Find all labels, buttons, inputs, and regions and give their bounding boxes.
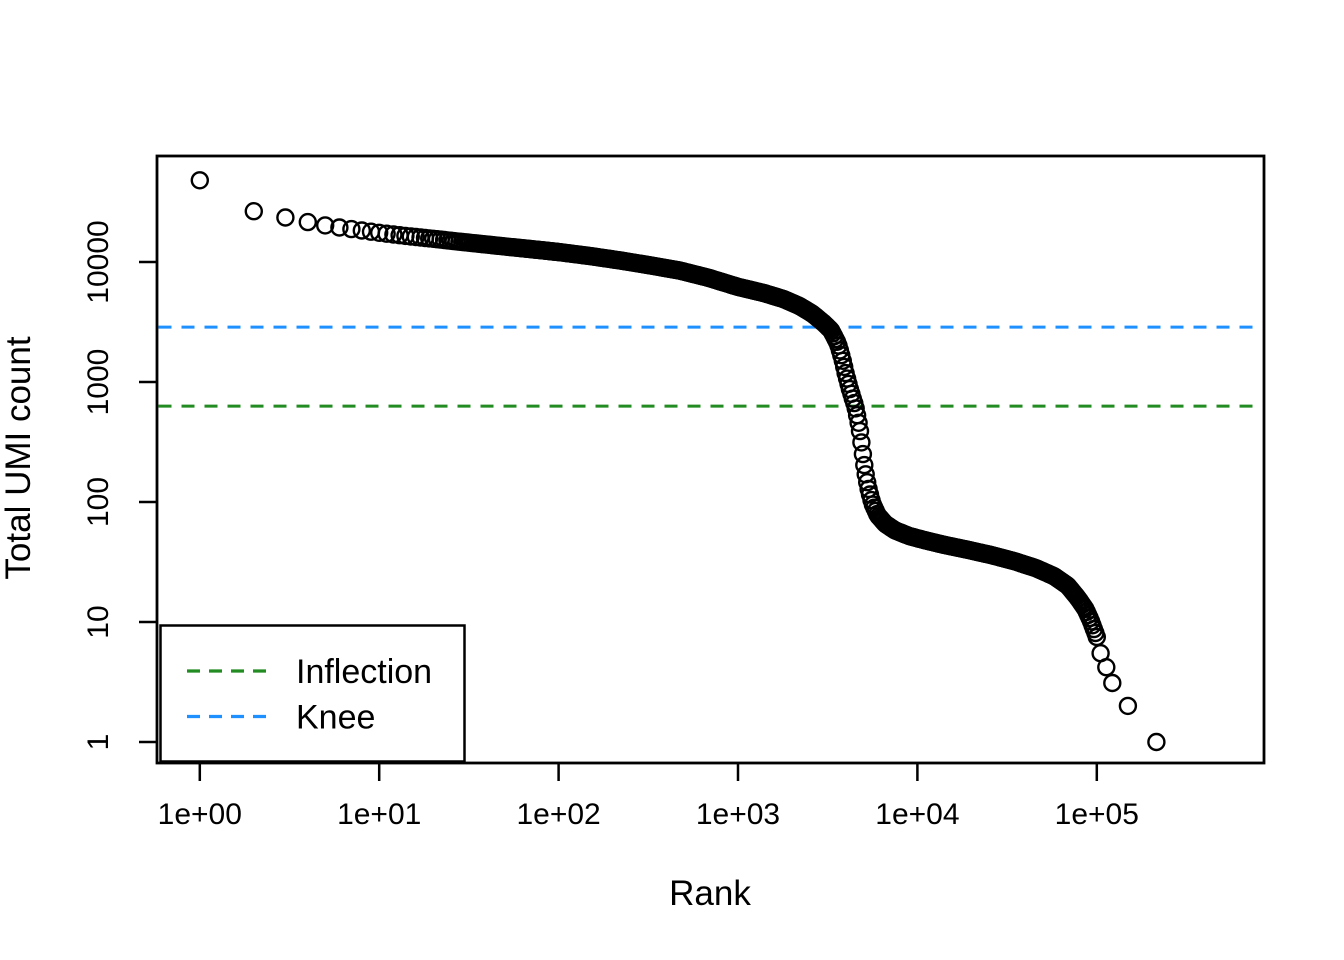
x-tick-label: 1e+00 [158, 798, 242, 831]
data-point [1103, 673, 1122, 693]
y-tick-label: 1000 [82, 349, 115, 416]
reference-lines [158, 325, 1263, 408]
data-point [377, 224, 396, 243]
data-points [190, 171, 1166, 752]
data-point [276, 208, 295, 227]
x-tick-label: 1e+03 [696, 798, 780, 831]
y-tick-label: 1 [82, 734, 115, 751]
data-point [1118, 696, 1138, 716]
data-point [316, 216, 335, 235]
data-point [852, 433, 871, 452]
x-tick-label: 1e+04 [875, 798, 959, 831]
x-tick-label: 1e+02 [516, 798, 600, 831]
x-tick-label: 1e+05 [1055, 798, 1139, 831]
data-point [370, 223, 389, 243]
data-point [850, 421, 870, 441]
data-point [853, 444, 873, 464]
x-tick-label: 1e+01 [337, 798, 421, 831]
data-point [1147, 732, 1166, 752]
y-tick-label: 100 [82, 477, 115, 527]
y-tick-label: 10000 [82, 220, 115, 303]
x-axis: 1e+00 1e+01 1e+02 1e+03 1e+04 1e+05 [158, 763, 1139, 831]
data-point [244, 201, 264, 221]
data-point [849, 413, 868, 432]
data-point [352, 221, 371, 240]
y-axis-title: Total UMI count [0, 336, 38, 579]
legend-label-knee: Knee [296, 699, 375, 737]
data-point [858, 473, 877, 492]
data-point [298, 212, 317, 232]
x-axis-title: Rank [669, 874, 751, 913]
legend-box [159, 624, 466, 763]
data-point [330, 218, 349, 237]
legend: Inflection Knee [159, 624, 466, 763]
data-point [342, 219, 361, 239]
y-tick-label: 10 [82, 605, 115, 638]
data-point [384, 225, 403, 244]
legend-label-inflection: Inflection [296, 653, 432, 691]
data-point [855, 455, 874, 475]
y-axis: 1 10 100 1000 10000 [82, 220, 157, 750]
plot-box [155, 154, 1266, 765]
data-point [1097, 658, 1116, 677]
data-point [190, 171, 210, 190]
